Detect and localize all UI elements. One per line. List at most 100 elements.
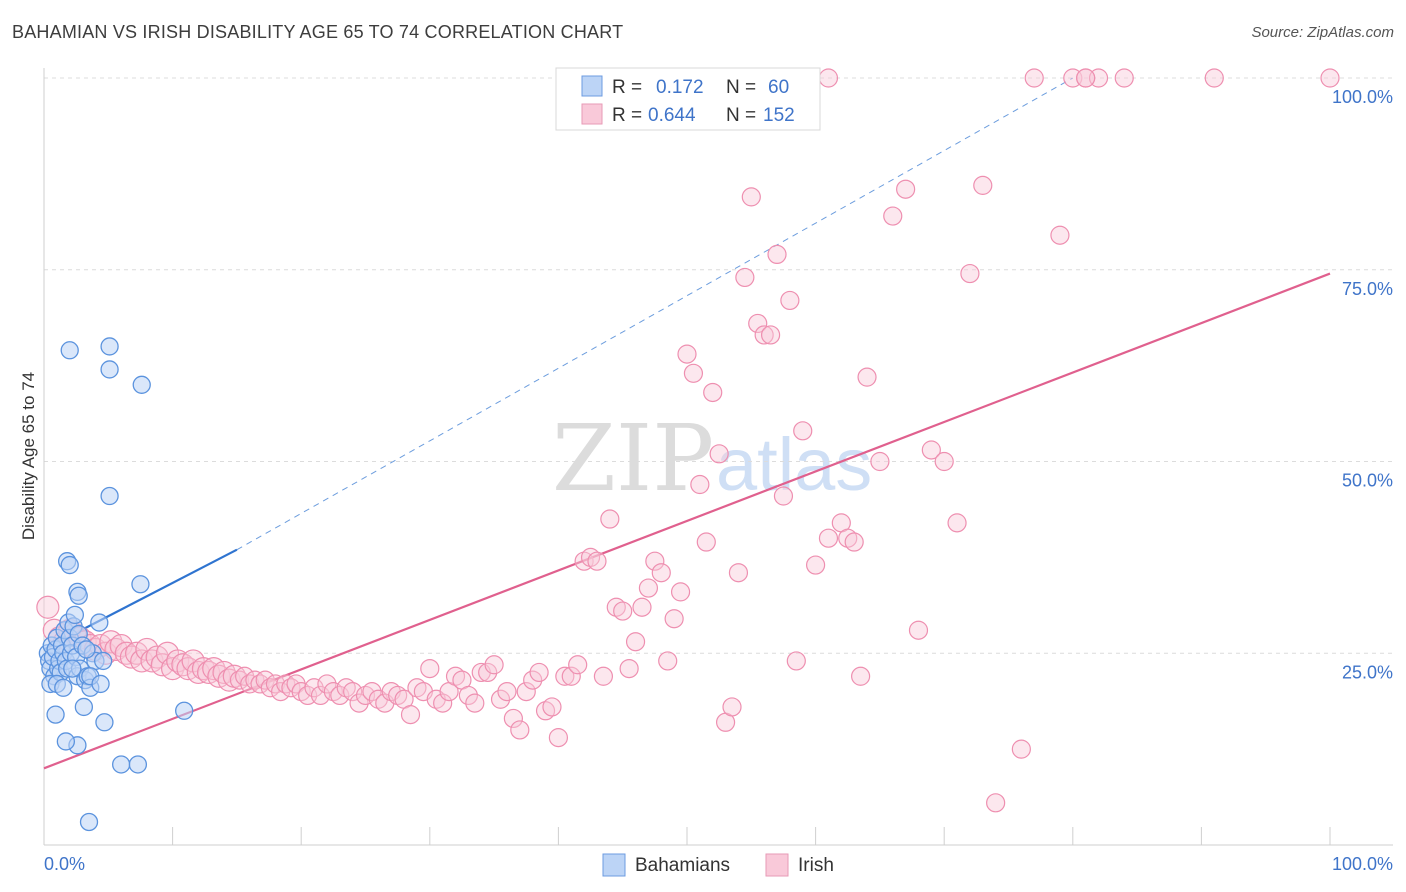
irish-point [458,685,478,706]
bahamian-point [132,375,151,394]
irish-point [870,451,890,472]
irish-point [523,670,543,690]
irish-point [632,597,652,617]
irish-point [896,179,916,199]
y-tick-label: 50.0% [1342,471,1393,491]
irish-point [741,187,761,207]
irish-point [883,206,903,226]
x-tick-label-max: 100.0% [1332,854,1393,874]
irish-point [658,651,678,671]
irish-point [1050,225,1070,245]
bottom-legend-swatch-irish [765,853,789,877]
irish-point [677,344,697,364]
irish-point [1320,68,1340,88]
bahamian-point [46,705,65,724]
irish-point [1024,68,1044,88]
irish-point [1011,739,1031,759]
bahamian-point [100,337,119,356]
irish-point [229,670,250,690]
irish-point [349,693,369,713]
irish-point [561,666,581,686]
irish-point [851,666,871,686]
irish-point [516,681,536,702]
irish-point [548,728,569,748]
irish-point [433,693,453,713]
irish-point [593,666,614,686]
irish-point [625,632,646,652]
y-tick-label: 25.0% [1342,662,1393,682]
irish-point [529,662,549,683]
irish-point [465,693,485,713]
bahamian-point [90,613,109,632]
irish-point [844,532,864,552]
legend-r-value-bahamian: 0.172 [656,77,704,98]
irish-point [400,705,421,725]
irish-point [709,444,729,464]
irish-point [696,532,716,552]
irish-point [818,528,839,548]
bahamian-point [112,755,131,774]
irish-point [934,451,954,472]
legend-swatch-bahamian [581,75,603,97]
irish-point [728,563,749,583]
irish-point [760,325,781,345]
bahamian-point [128,755,148,774]
irish-point [1114,68,1134,88]
legend-n-value-bahamian: 60 [768,77,789,98]
irish-points [36,68,1340,813]
irish-point [362,681,382,702]
irish-point [510,720,530,740]
watermark-atlas: atlas [716,423,872,506]
irish-point [600,509,620,529]
irish-point [793,421,813,441]
bahamian-points [38,337,194,832]
bottom-legend-label-bahamians: Bahamians [635,855,730,876]
bahamian-point [65,605,85,625]
chart-title: BAHAMIAN VS IRISH DISABILITY AGE 65 TO 7… [12,22,624,42]
irish-point [490,689,511,709]
bahamian-point [95,713,114,732]
irish-point [748,313,768,334]
irish-point [613,601,633,621]
bahamian-point [69,586,88,605]
irish-point [683,363,704,383]
bahamian-point [60,341,79,360]
irish-point [497,681,517,702]
y-axis-title: Disability Age 65 to 74 [19,372,38,540]
bahamian-point [79,812,99,832]
y-tick-label: 100.0% [1332,87,1393,107]
legend-r-label-bahamian: R = [612,77,642,98]
watermark-zip: ZIP [552,405,714,512]
bahamian-point [94,651,113,671]
irish-point [420,658,440,679]
irish-point [986,793,1006,813]
legend-r-value-irish: 0.644 [648,105,696,126]
irish-point [921,440,941,460]
irish-point [638,578,659,598]
x-tick-label-min: 0.0% [44,854,85,874]
irish-point [780,290,800,311]
bottom-legend-swatch-bahamians [602,853,626,877]
bahamian-point [100,360,119,379]
axes [43,68,1393,846]
irish-point [805,555,826,575]
irish-point [317,674,337,694]
irish-point [619,658,639,679]
irish-point [130,649,154,673]
irish-point [960,263,980,284]
irish-point [670,582,691,602]
legend-n-value-irish: 152 [763,105,795,126]
irish-point [330,685,350,706]
source-label: Source: ZipAtlas.com [1251,24,1394,41]
bahamian-point [54,678,73,697]
irish-point [754,325,774,345]
irish-point [818,68,839,88]
bahamian-point [63,659,82,678]
bahamian-point [131,575,150,594]
bahamian-point [74,697,94,717]
bahamian-point [60,555,79,575]
irish-point [478,662,498,683]
grid-lines [44,77,1393,654]
irish-point [645,551,665,571]
